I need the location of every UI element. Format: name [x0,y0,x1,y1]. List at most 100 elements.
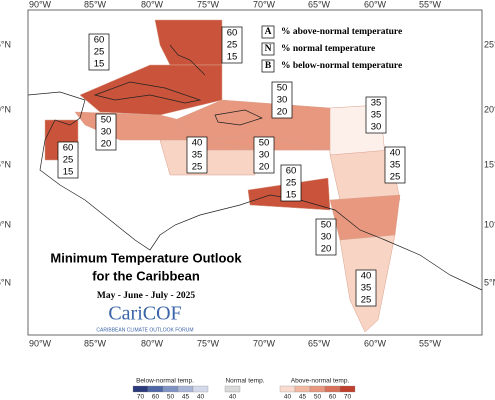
regions-layer [44,19,401,333]
colorbar-label: Below-normal temp. [136,378,194,385]
probability-box [315,218,337,256]
probability-below: 25 [390,172,401,183]
legend-key: A [265,27,272,37]
probability-normal: 25 [227,40,238,51]
probability-below: 30 [371,122,382,133]
lon-label: 75°W [197,0,220,9]
colorbar-label: Normal temp. [225,378,264,385]
probability-above: 60 [286,166,297,177]
probability-normal: 25 [63,155,74,166]
colorbar-tick: 40 [197,394,205,400]
lat-label: 10°N [484,219,495,229]
colorbar-swatch [224,385,241,393]
probability-below: 25 [192,162,203,173]
lat-label: 10°N [0,219,11,229]
colorbar-tick: 40 [284,394,292,400]
probability-below: 20 [321,244,332,255]
probability-above: 50 [101,115,112,126]
colorbar-tick: 70 [137,394,145,400]
lat-label: 25°N [484,39,495,49]
probability-box [57,141,79,179]
colorbar-swatch [162,385,179,393]
colorbar-swatch [324,385,341,393]
legend-key: B [265,61,272,71]
colorbar-tick: 45 [299,394,307,400]
colorbar-tick: 70 [344,394,352,400]
probability-normal: 35 [192,150,203,161]
region [329,149,401,201]
legend-text: % below-normal temperature [281,61,402,71]
probability-normal: 35 [371,110,382,121]
legend-key-box [261,59,275,73]
probability-above: 50 [321,220,332,231]
probability-below: 15 [286,190,297,201]
lon-label: 85°W [84,0,107,9]
lat-label: 20°N [0,104,11,114]
probability-above: 50 [259,138,270,149]
probability-below: 15 [227,52,238,63]
probability-normal: 30 [321,232,332,243]
lon-label: 80°W [141,338,164,348]
lon-label: 85°W [84,338,107,348]
probability-above: 40 [192,138,203,149]
legend-key: N [265,44,272,54]
lat-label: 15°N [0,159,11,169]
probability-above: 40 [390,148,401,159]
probability-below: 20 [259,162,270,173]
probability-box [384,146,406,184]
probability-normal: 30 [259,150,270,161]
colorbar-swatch [339,385,356,393]
period: May - June - July - 2025 [97,291,195,301]
lat-label: 20°N [484,104,495,114]
probability-below: 25 [361,295,372,306]
title-line: for the Caribbean [92,268,200,283]
legend-bg [258,22,418,78]
probability-below: 15 [94,59,105,70]
probability-below: 20 [101,139,112,150]
colorbar-swatch [147,385,164,393]
probability-box [365,96,387,134]
probability-box [88,33,110,71]
probability-above: 60 [63,143,74,154]
lon-label: 55°W [419,0,442,9]
lat-label: 25°N [0,39,11,49]
coast-cuba [93,81,202,104]
colorbar-tick: 40 [229,394,237,400]
lat-label: 15°N [484,159,495,169]
probability-box [221,26,243,64]
probability-above: 50 [277,83,288,94]
lon-label: 65°W [308,338,331,348]
probability-below: 15 [63,167,74,178]
colorbar-swatch [294,385,311,393]
lon-label: 60°W [364,0,387,9]
probability-normal: 35 [390,160,401,171]
probability-box [95,113,117,151]
lon-label: 65°W [308,0,331,9]
map-frame [27,9,483,336]
legend-text: % above-normal temperature [281,27,402,37]
probability-normal: 25 [286,178,297,189]
lon-label: 70°W [253,0,276,9]
title-line: Minimum Temperature Outlook [50,250,242,265]
region [329,194,401,241]
probability-box [271,81,293,119]
probability-normal: 25 [94,47,105,58]
lon-label: 75°W [197,338,220,348]
coast-bahamas [169,44,206,76]
probability-normal: 30 [277,95,288,106]
coastlines [27,44,483,291]
colorbar-swatch [177,385,194,393]
probability-box [280,164,302,202]
legend-key-box [261,42,275,56]
lon-label: 80°W [141,0,164,9]
colorbar-swatch [132,385,149,393]
probability-box [355,269,377,307]
legend-key-box [261,25,275,39]
colorbar-swatch [192,385,209,393]
lon-label: 60°W [364,338,387,348]
logo-subtitle: CARIBBEAN CLIMATE OUTLOOK FORUM [96,327,193,333]
coast-hispaniola [214,109,263,126]
lon-label: 70°W [253,338,276,348]
colorbar-tick: 60 [329,394,337,400]
